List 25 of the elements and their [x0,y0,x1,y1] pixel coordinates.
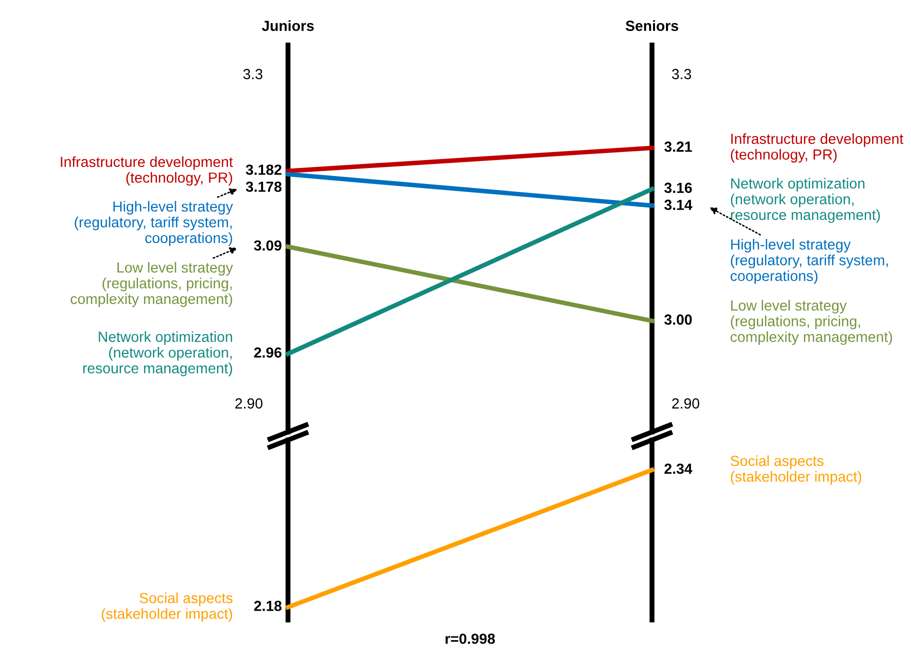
text: High-level strategy (regulatory, tariff system, cooperations) [74,200,233,246]
text: Network optimization (network operation, resource management) [730,178,880,223]
y2-tick-label: 3.3 [672,68,692,80]
text: Social aspects (stakeholder impact) [102,592,232,622]
data-label: 2.18 [254,600,282,612]
text: High-level strategy (regulatory, tariff system, cooperations) [730,238,888,284]
data-label: 3.00 [664,314,692,325]
data-label: 3.14 [664,200,692,210]
text: Low level strategy (regulations, pricing, complexity management) [730,300,892,345]
data-label: 2.96 [254,347,282,358]
text: r=0.998 [446,634,495,644]
text: Infrastructure development (technology, PR) [730,133,904,163]
data-label: 3.21 [664,142,692,152]
x-tick-label: Seniors [626,20,678,32]
x-tick-label: Juniors [262,20,314,32]
data-label: 3.182 [246,164,282,175]
data-label: 3.16 [664,182,692,194]
data-label: 2.34 [664,464,692,474]
data-label: 3.178 [246,182,282,192]
text: Infrastructure development (technology, PR) [60,156,233,186]
text: Network optimization (network operation, resource management) [83,331,232,376]
data-label: 3.09 [254,240,282,251]
y2-tick-label: 2.90 [672,398,700,409]
text: Low level strategy (regulations, pricing, complexity management) [70,262,233,307]
text: Social aspects (stakeholder impact) [730,455,862,485]
